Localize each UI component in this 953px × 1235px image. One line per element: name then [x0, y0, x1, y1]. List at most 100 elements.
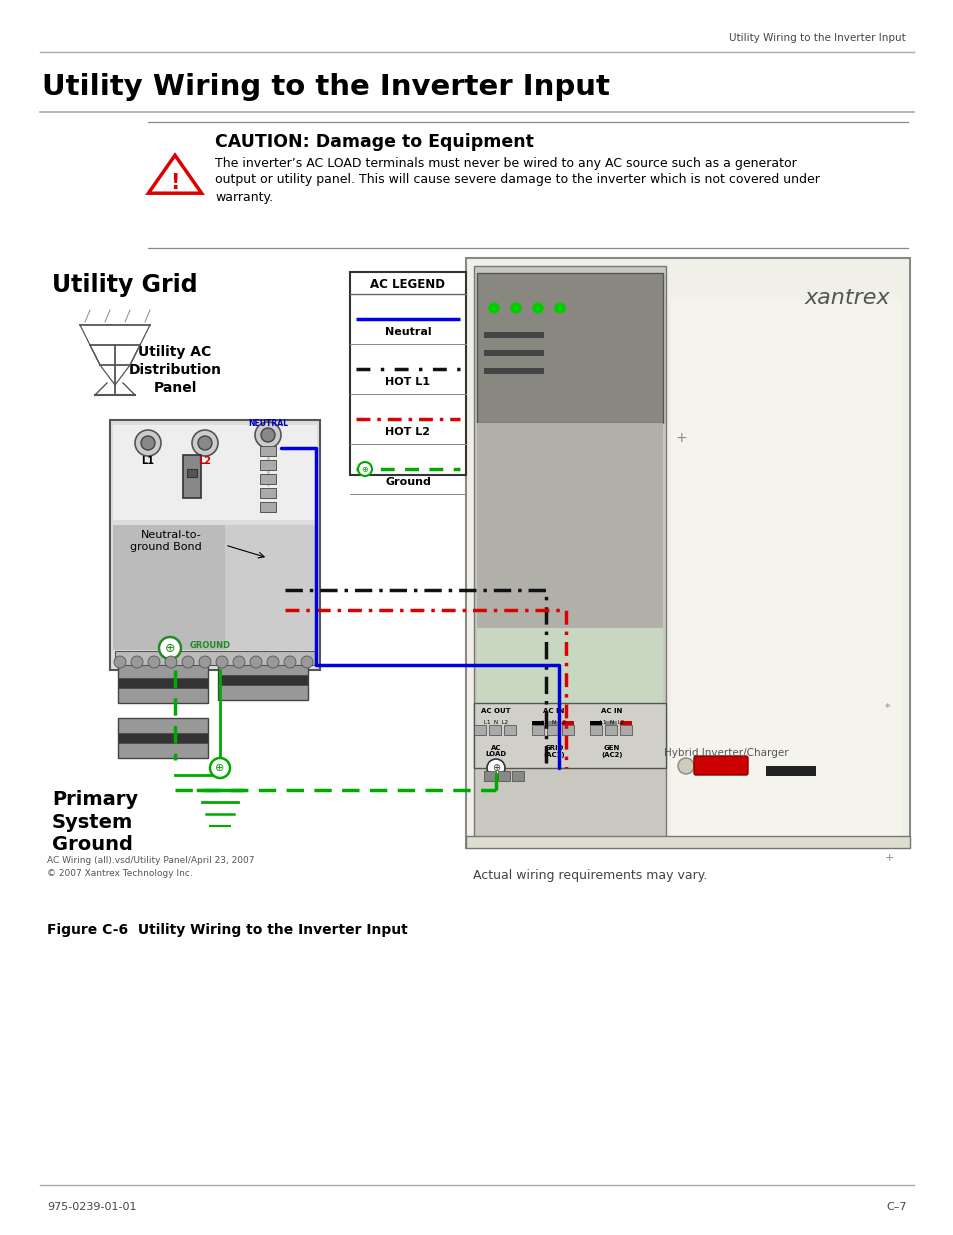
FancyBboxPatch shape: [476, 424, 662, 708]
Circle shape: [113, 656, 126, 668]
Text: *: *: [884, 703, 890, 713]
Circle shape: [199, 656, 211, 668]
Text: L1  N  L2: L1 N L2: [541, 720, 565, 725]
FancyBboxPatch shape: [187, 469, 196, 477]
Circle shape: [198, 436, 212, 450]
FancyBboxPatch shape: [670, 300, 901, 840]
FancyBboxPatch shape: [260, 501, 275, 513]
FancyBboxPatch shape: [693, 756, 747, 776]
FancyBboxPatch shape: [483, 771, 496, 781]
FancyBboxPatch shape: [112, 525, 225, 650]
FancyBboxPatch shape: [260, 459, 275, 471]
Text: HOT L1: HOT L1: [385, 377, 430, 387]
Text: AC IN: AC IN: [600, 708, 622, 714]
Text: Utility Wiring to the Inverter Input: Utility Wiring to the Inverter Input: [728, 33, 905, 43]
Circle shape: [210, 758, 230, 778]
Text: The inverter’s AC LOAD terminals must never be wired to any AC source such as a : The inverter’s AC LOAD terminals must ne…: [214, 157, 796, 169]
FancyBboxPatch shape: [260, 488, 275, 498]
FancyBboxPatch shape: [474, 725, 485, 735]
Text: L1  N  L2: L1 N L2: [599, 720, 623, 725]
Circle shape: [165, 656, 177, 668]
Text: AC IN: AC IN: [543, 708, 564, 714]
Text: GRID
(AC1): GRID (AC1): [542, 745, 564, 757]
Text: NEUTRAL: NEUTRAL: [248, 419, 288, 427]
FancyBboxPatch shape: [532, 721, 543, 725]
FancyBboxPatch shape: [476, 273, 662, 424]
FancyBboxPatch shape: [546, 721, 558, 725]
FancyBboxPatch shape: [561, 725, 574, 735]
Text: Neutral: Neutral: [384, 327, 431, 337]
FancyBboxPatch shape: [225, 525, 316, 650]
Text: C–7: C–7: [885, 1202, 906, 1212]
FancyBboxPatch shape: [183, 454, 201, 498]
Text: ⊕: ⊕: [165, 641, 175, 655]
FancyBboxPatch shape: [465, 258, 909, 848]
Text: output or utility panel. This will cause severe damage to the inverter which is : output or utility panel. This will cause…: [214, 173, 819, 186]
Text: +: +: [884, 853, 893, 863]
FancyBboxPatch shape: [218, 659, 308, 700]
Circle shape: [284, 656, 295, 668]
FancyBboxPatch shape: [118, 678, 208, 688]
Circle shape: [486, 760, 504, 777]
FancyBboxPatch shape: [619, 725, 631, 735]
FancyBboxPatch shape: [589, 721, 601, 725]
Text: HOT L2: HOT L2: [385, 427, 430, 437]
Text: 975-0239-01-01: 975-0239-01-01: [47, 1202, 136, 1212]
Text: ⊕: ⊕: [215, 763, 225, 773]
Text: Ground: Ground: [385, 477, 431, 487]
FancyBboxPatch shape: [112, 425, 316, 520]
Text: !: !: [171, 173, 179, 193]
FancyBboxPatch shape: [110, 420, 319, 671]
Text: Utility AC
Distribution
Panel: Utility AC Distribution Panel: [129, 345, 221, 395]
FancyBboxPatch shape: [604, 721, 617, 725]
FancyBboxPatch shape: [483, 368, 543, 374]
Circle shape: [192, 430, 218, 456]
FancyBboxPatch shape: [474, 703, 665, 768]
FancyBboxPatch shape: [465, 836, 909, 848]
Text: L2: L2: [198, 456, 212, 466]
Circle shape: [135, 430, 161, 456]
FancyBboxPatch shape: [532, 725, 543, 735]
Circle shape: [215, 656, 228, 668]
Polygon shape: [149, 156, 201, 193]
Text: xantrex: xantrex: [803, 288, 889, 308]
Text: AC OUT: AC OUT: [480, 708, 510, 714]
FancyBboxPatch shape: [118, 663, 208, 703]
Circle shape: [233, 656, 245, 668]
FancyBboxPatch shape: [619, 721, 631, 725]
Circle shape: [182, 656, 193, 668]
FancyBboxPatch shape: [476, 629, 662, 703]
Text: L1: L1: [141, 456, 154, 466]
FancyBboxPatch shape: [350, 272, 465, 475]
FancyBboxPatch shape: [589, 725, 601, 735]
Circle shape: [489, 303, 498, 312]
Circle shape: [250, 656, 262, 668]
Text: +: +: [676, 431, 687, 445]
FancyBboxPatch shape: [512, 771, 523, 781]
Circle shape: [357, 462, 372, 475]
Text: AC
LOAD: AC LOAD: [485, 745, 506, 757]
FancyBboxPatch shape: [260, 446, 275, 456]
FancyBboxPatch shape: [546, 725, 558, 735]
FancyBboxPatch shape: [118, 718, 208, 758]
FancyBboxPatch shape: [497, 771, 510, 781]
Text: Figure C-6  Utility Wiring to the Inverter Input: Figure C-6 Utility Wiring to the Inverte…: [47, 923, 407, 937]
Circle shape: [555, 303, 564, 312]
Circle shape: [533, 303, 542, 312]
Text: ⊕: ⊕: [361, 464, 368, 473]
Circle shape: [141, 436, 154, 450]
FancyBboxPatch shape: [604, 725, 617, 735]
Circle shape: [511, 303, 520, 312]
FancyBboxPatch shape: [115, 651, 314, 664]
Text: *: *: [477, 273, 484, 287]
Text: L1  N  L2: L1 N L2: [483, 720, 508, 725]
Text: AC LEGEND: AC LEGEND: [370, 278, 445, 290]
Text: CAUTION: Damage to Equipment: CAUTION: Damage to Equipment: [214, 133, 534, 151]
FancyBboxPatch shape: [483, 332, 543, 338]
Circle shape: [301, 656, 313, 668]
Circle shape: [254, 422, 281, 448]
Text: Primary
System
Ground: Primary System Ground: [52, 790, 138, 855]
Circle shape: [678, 758, 693, 774]
FancyBboxPatch shape: [218, 676, 308, 685]
Text: Hybrid Inverter/Charger: Hybrid Inverter/Charger: [663, 748, 787, 758]
